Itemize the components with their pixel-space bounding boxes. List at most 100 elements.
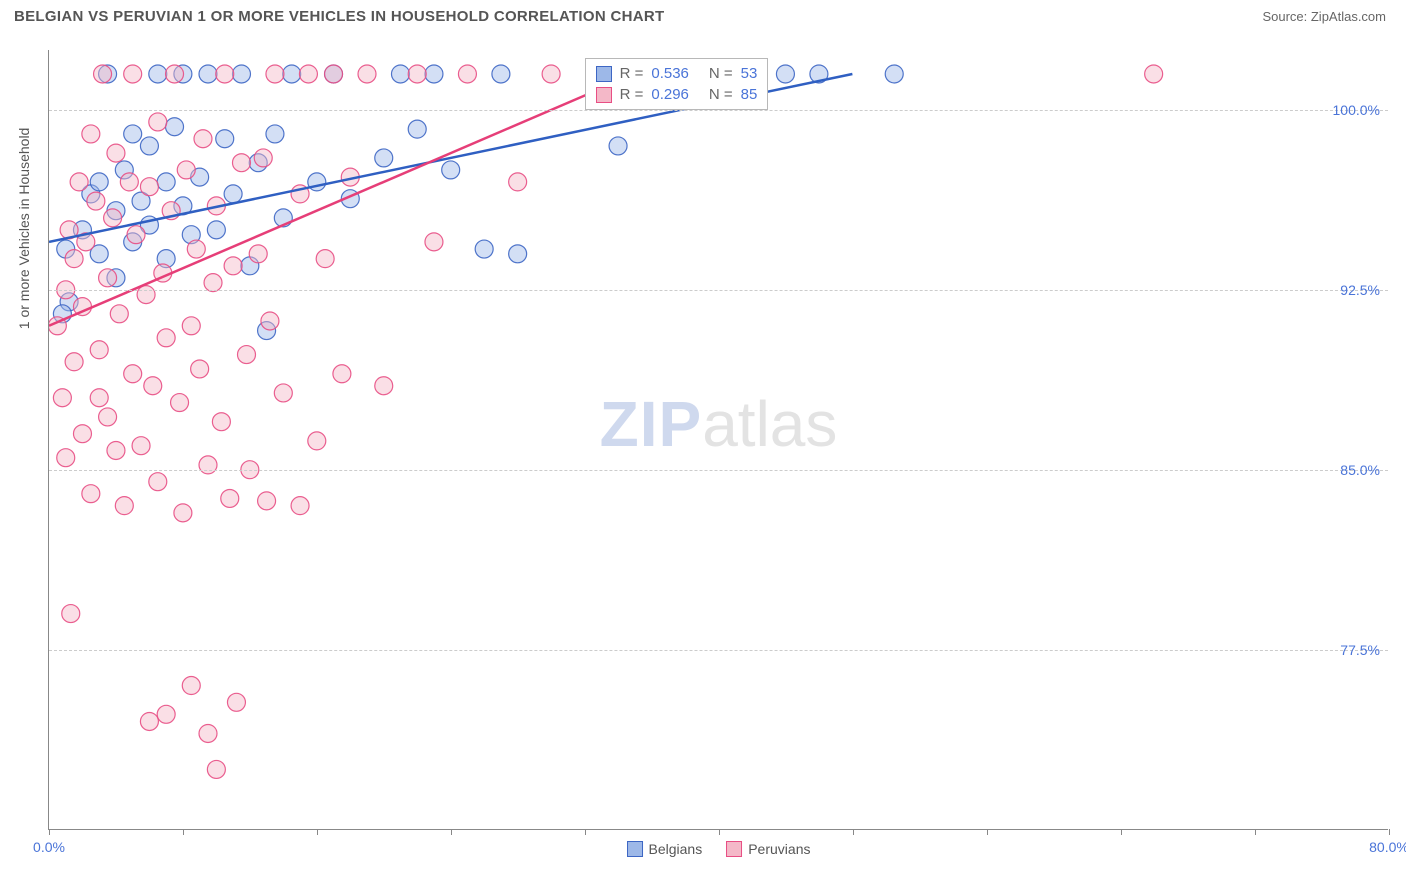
- stat-r-value: 0.536: [651, 65, 689, 82]
- correlation-stats-box: R = 0.536 N = 53 R = 0.296 N = 85: [585, 58, 769, 110]
- scatter-point: [182, 317, 200, 335]
- scatter-point: [140, 178, 158, 196]
- stat-n-value: 53: [741, 65, 758, 82]
- scatter-point: [261, 312, 279, 330]
- scatter-point: [149, 113, 167, 131]
- stat-r-value: 0.296: [651, 86, 689, 103]
- legend-swatch: [726, 841, 742, 857]
- x-tick: [987, 829, 988, 835]
- stat-r-label: R =: [620, 86, 644, 103]
- scatter-point: [224, 185, 242, 203]
- scatter-point: [249, 245, 267, 263]
- scatter-point: [82, 485, 100, 503]
- scatter-point: [124, 65, 142, 83]
- y-tick-label: 77.5%: [1340, 642, 1380, 658]
- scatter-point: [144, 377, 162, 395]
- scatter-point: [182, 677, 200, 695]
- x-tick-label: 80.0%: [1369, 839, 1406, 855]
- gridline: [49, 110, 1388, 111]
- scatter-point: [227, 693, 245, 711]
- scatter-point: [65, 250, 83, 268]
- scatter-point: [207, 221, 225, 239]
- scatter-plot: [49, 50, 1388, 829]
- scatter-point: [94, 65, 112, 83]
- scatter-point: [375, 377, 393, 395]
- scatter-point: [425, 233, 443, 251]
- scatter-point: [333, 365, 351, 383]
- stats-row: R = 0.296 N = 85: [596, 84, 758, 105]
- scatter-point: [187, 240, 205, 258]
- scatter-point: [216, 65, 234, 83]
- scatter-point: [73, 425, 91, 443]
- scatter-point: [132, 437, 150, 455]
- scatter-point: [120, 173, 138, 191]
- stat-n-value: 85: [741, 86, 758, 103]
- scatter-point: [375, 149, 393, 167]
- scatter-point: [70, 173, 88, 191]
- scatter-point: [166, 118, 184, 136]
- scatter-point: [107, 442, 125, 460]
- scatter-point: [99, 408, 117, 426]
- legend-label: Peruvians: [748, 841, 810, 857]
- x-tick: [183, 829, 184, 835]
- scatter-point: [224, 257, 242, 275]
- scatter-point: [391, 65, 409, 83]
- y-axis-label: 1 or more Vehicles in Household: [16, 128, 32, 330]
- chart-plot-area: ZIPatlas R = 0.536N = 53R = 0.296N = 85 …: [48, 50, 1388, 830]
- scatter-point: [174, 504, 192, 522]
- scatter-point: [212, 413, 230, 431]
- x-tick: [49, 829, 50, 835]
- series-swatch: [596, 66, 612, 82]
- x-tick: [1255, 829, 1256, 835]
- scatter-point: [62, 605, 80, 623]
- scatter-point: [308, 432, 326, 450]
- scatter-point: [475, 240, 493, 258]
- scatter-point: [166, 65, 184, 83]
- x-tick: [853, 829, 854, 835]
- scatter-point: [204, 274, 222, 292]
- legend-item: Peruvians: [726, 841, 810, 857]
- x-tick: [719, 829, 720, 835]
- scatter-point: [177, 161, 195, 179]
- legend-item: Belgians: [627, 841, 703, 857]
- scatter-point: [199, 724, 217, 742]
- scatter-point: [238, 346, 256, 364]
- scatter-point: [509, 245, 527, 263]
- scatter-point: [157, 329, 175, 347]
- chart-title: BELGIAN VS PERUVIAN 1 OR MORE VEHICLES I…: [14, 8, 664, 25]
- scatter-point: [115, 497, 133, 515]
- series-swatch: [596, 87, 612, 103]
- x-tick: [317, 829, 318, 835]
- scatter-point: [99, 269, 117, 287]
- scatter-point: [137, 286, 155, 304]
- scatter-point: [442, 161, 460, 179]
- x-tick: [1121, 829, 1122, 835]
- scatter-point: [291, 497, 309, 515]
- scatter-point: [207, 760, 225, 778]
- scatter-point: [191, 360, 209, 378]
- gridline: [49, 650, 1388, 651]
- scatter-point: [358, 65, 376, 83]
- scatter-point: [425, 65, 443, 83]
- x-tick: [1389, 829, 1390, 835]
- scatter-point: [65, 353, 83, 371]
- scatter-point: [609, 137, 627, 155]
- scatter-point: [283, 65, 301, 83]
- scatter-point: [1145, 65, 1163, 83]
- scatter-point: [509, 173, 527, 191]
- stat-n-label: N =: [709, 86, 733, 103]
- scatter-point: [110, 305, 128, 323]
- scatter-point: [124, 125, 142, 143]
- scatter-point: [149, 65, 167, 83]
- scatter-point: [408, 120, 426, 138]
- legend-label: Belgians: [649, 841, 703, 857]
- scatter-point: [104, 209, 122, 227]
- y-tick-label: 85.0%: [1340, 462, 1380, 478]
- scatter-point: [53, 389, 71, 407]
- scatter-point: [124, 365, 142, 383]
- scatter-point: [127, 226, 145, 244]
- scatter-point: [57, 449, 75, 467]
- scatter-point: [492, 65, 510, 83]
- chart-legend: Belgians Peruvians: [627, 841, 811, 857]
- scatter-point: [274, 384, 292, 402]
